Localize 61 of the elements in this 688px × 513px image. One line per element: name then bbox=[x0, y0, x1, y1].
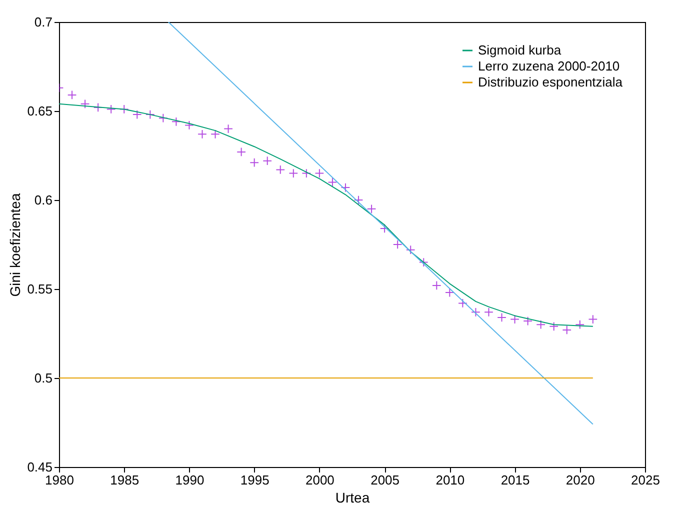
point bbox=[172, 116, 181, 126]
point bbox=[132, 110, 142, 120]
point bbox=[224, 124, 233, 134]
y-tick-label: 0.65 bbox=[27, 104, 52, 118]
legend-label: Distribuzio esponentziala bbox=[478, 74, 624, 90]
point bbox=[406, 245, 416, 255]
y-tick-label: 0.6 bbox=[34, 192, 52, 208]
point bbox=[392, 240, 402, 250]
x-tick-label: 2000 bbox=[305, 472, 334, 488]
x-tick-label: 1995 bbox=[240, 472, 270, 488]
point bbox=[93, 102, 103, 112]
point bbox=[314, 168, 324, 178]
point bbox=[67, 90, 77, 100]
point bbox=[562, 325, 572, 335]
line-series bbox=[59, 103, 594, 327]
y-axis-title: Gini koefizientea bbox=[7, 193, 24, 297]
x-tick-label: 1985 bbox=[110, 472, 140, 488]
point bbox=[184, 120, 194, 130]
point bbox=[198, 129, 207, 139]
point bbox=[418, 258, 428, 267]
point bbox=[328, 178, 338, 187]
x-tick-label: 1990 bbox=[175, 472, 204, 488]
point bbox=[158, 113, 168, 123]
x-tick-label: 2020 bbox=[566, 472, 595, 488]
point bbox=[302, 168, 312, 178]
x-tick-label: 1980 bbox=[45, 472, 74, 488]
point bbox=[80, 99, 90, 109]
point bbox=[484, 307, 494, 317]
y-tick-label: 0.45 bbox=[27, 460, 52, 474]
point bbox=[588, 314, 598, 324]
x-tick-label: 2005 bbox=[370, 472, 400, 488]
point bbox=[523, 316, 532, 326]
point bbox=[444, 288, 454, 298]
point bbox=[497, 312, 506, 322]
y-tick-label: 0.55 bbox=[27, 282, 52, 296]
y-tick-label: 0.7 bbox=[34, 14, 52, 30]
x-tick-label: 2025 bbox=[631, 472, 660, 488]
point bbox=[575, 320, 585, 330]
point bbox=[458, 298, 468, 308]
x-axis-title: Urtea bbox=[335, 490, 370, 506]
point bbox=[432, 280, 442, 290]
point bbox=[549, 322, 559, 332]
point bbox=[354, 195, 364, 205]
point bbox=[510, 314, 520, 324]
x-tick-label: 2015 bbox=[500, 472, 530, 488]
point bbox=[366, 204, 376, 214]
point bbox=[145, 110, 155, 120]
point bbox=[471, 307, 480, 317]
x-tick-label: 2010 bbox=[436, 472, 465, 488]
point bbox=[288, 168, 298, 178]
legend-label: Sigmoid kurba bbox=[478, 42, 562, 58]
point bbox=[210, 129, 220, 139]
point bbox=[236, 147, 246, 157]
point bbox=[262, 156, 272, 166]
point bbox=[106, 104, 116, 114]
point bbox=[250, 158, 260, 168]
point bbox=[276, 165, 286, 174]
point bbox=[340, 182, 350, 192]
point bbox=[536, 320, 546, 330]
y-tick-label: 0.5 bbox=[34, 370, 52, 386]
legend-label: Lerro zuzena 2000-2010 bbox=[478, 58, 620, 74]
